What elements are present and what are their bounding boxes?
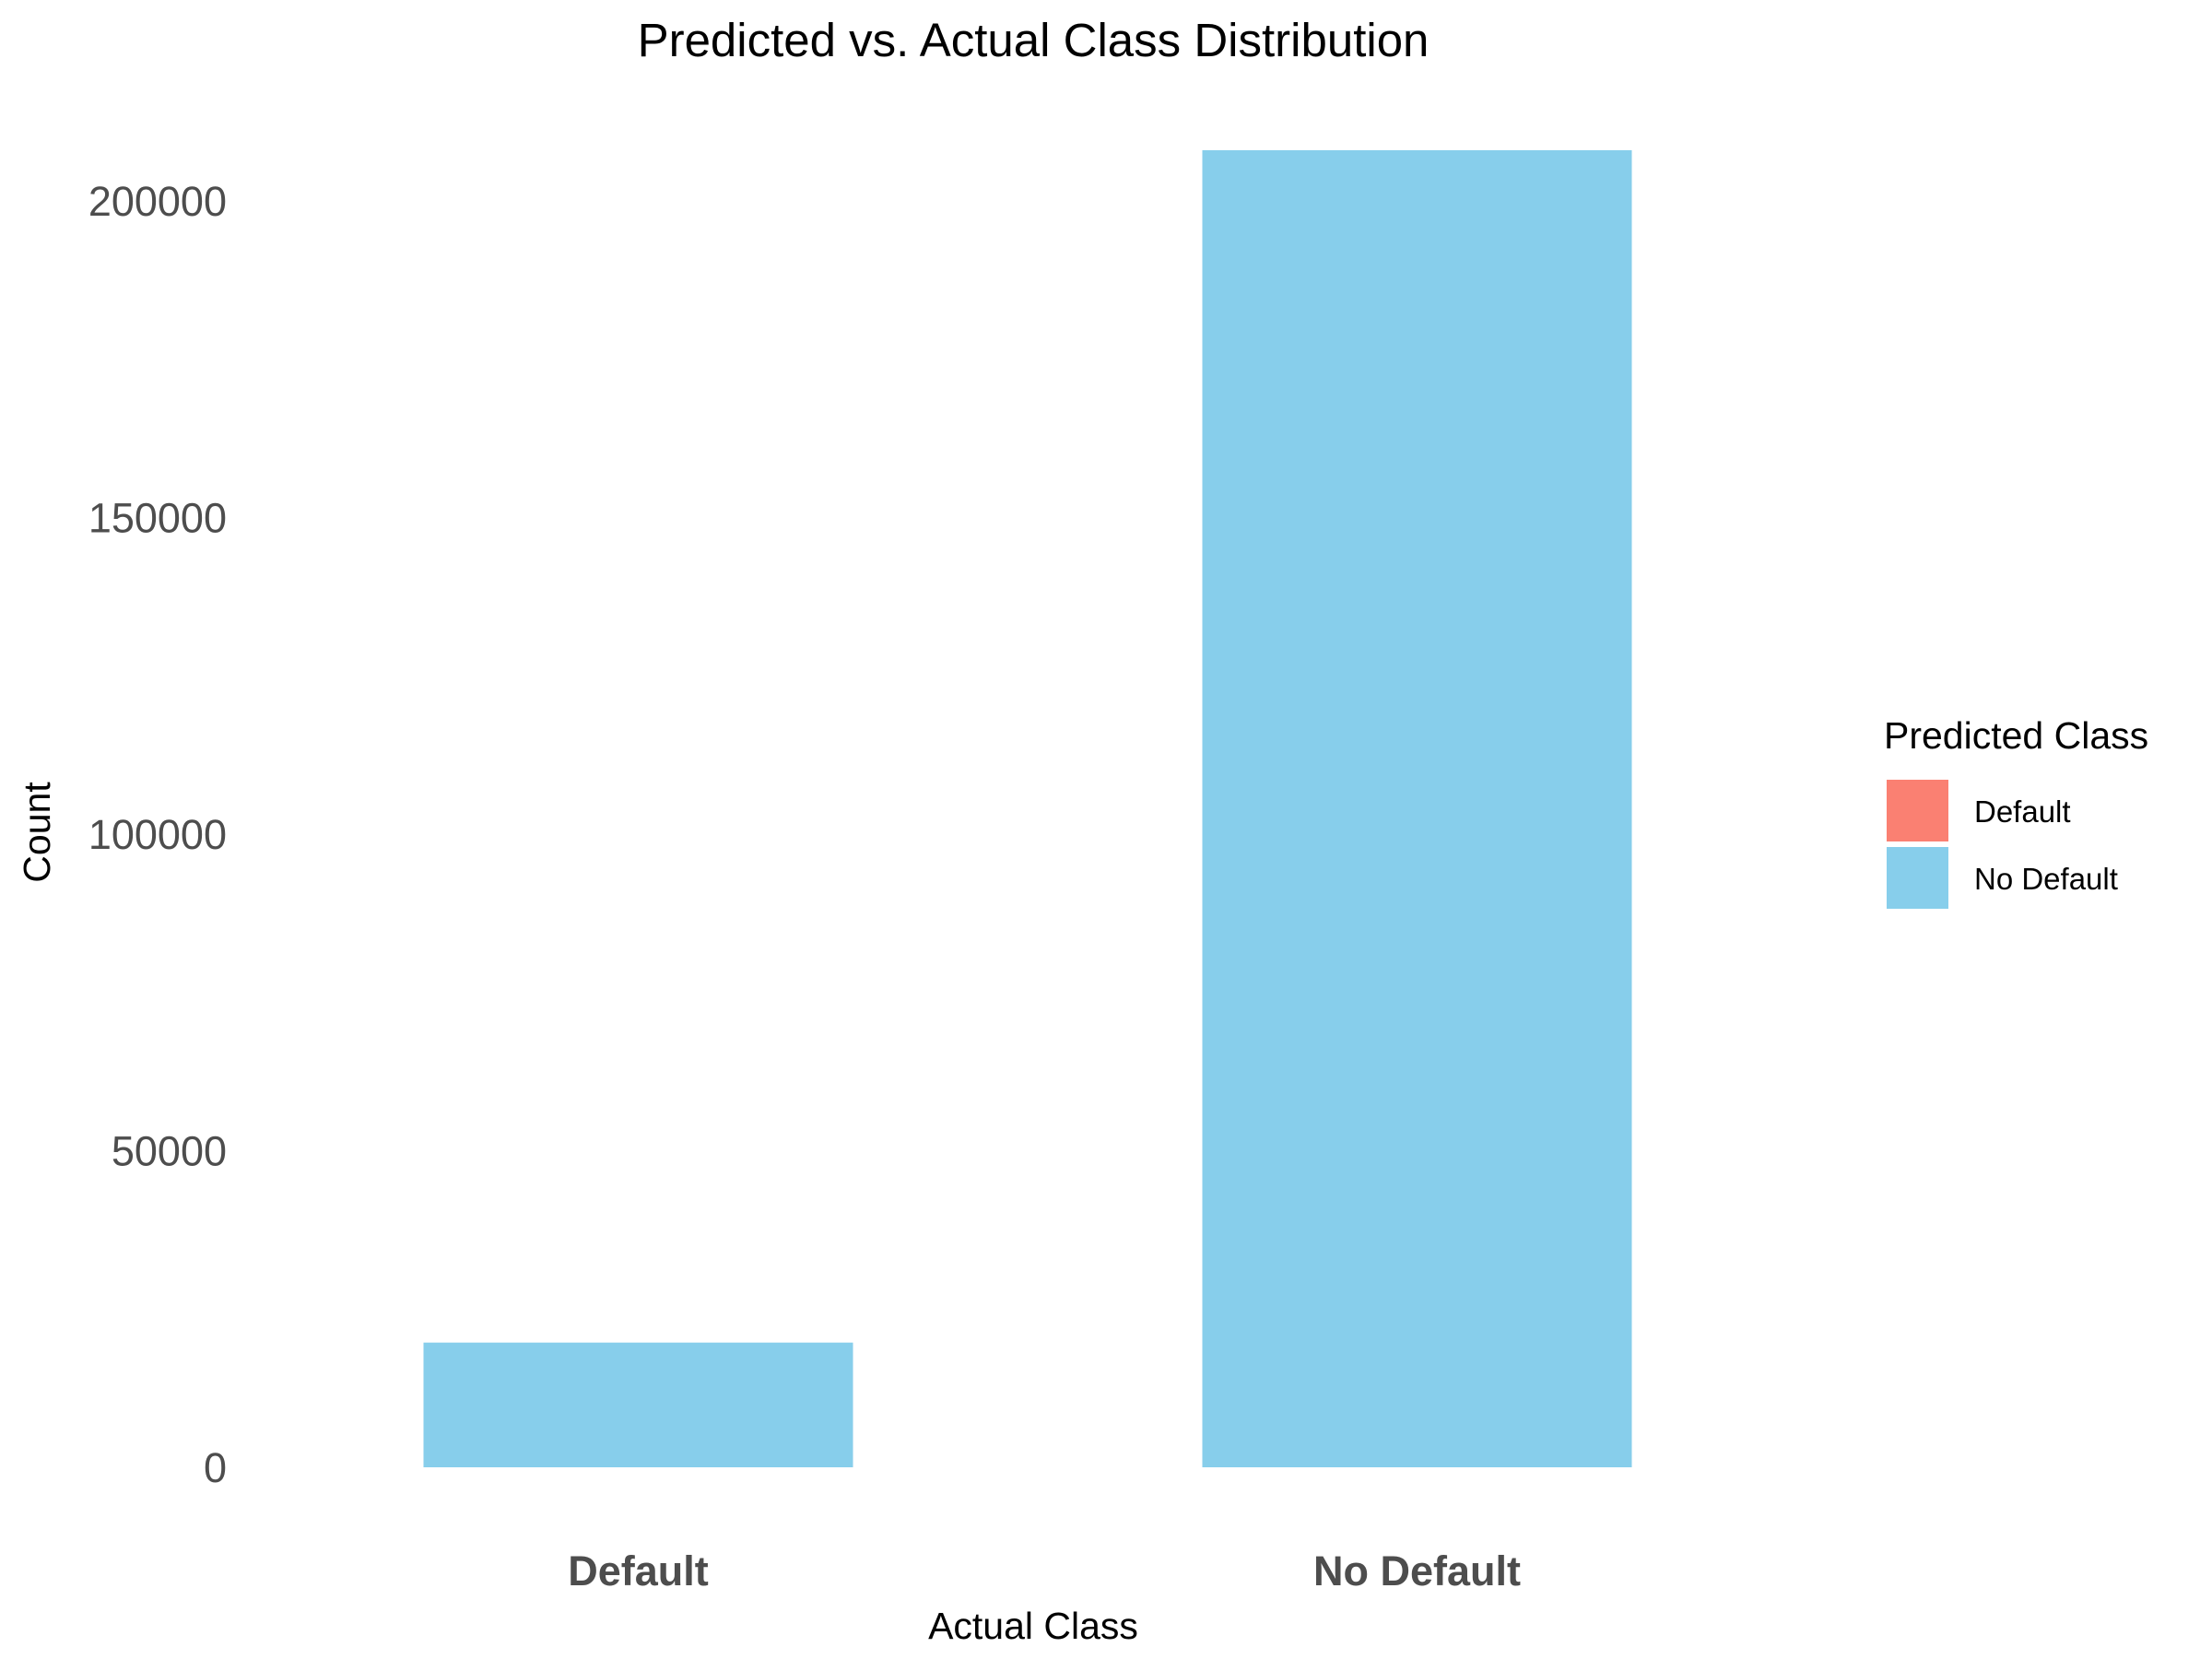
- y-tick-label: 100000: [88, 811, 227, 858]
- x-axis-ticks: Default No Default: [568, 1547, 1521, 1594]
- x-axis-title: Actual Class: [928, 1605, 1138, 1647]
- bars-layer: [423, 150, 1632, 1467]
- legend-title: Predicted Class: [1884, 714, 2148, 757]
- legend-swatch-no-default: [1887, 847, 1948, 909]
- legend-swatch-default: [1887, 780, 1948, 841]
- chart-title: Predicted vs. Actual Class Distribution: [638, 14, 1430, 66]
- bar-default-no-default: [423, 1342, 853, 1467]
- y-tick-label: 50000: [112, 1128, 227, 1175]
- legend-label: No Default: [1974, 862, 2118, 896]
- y-axis-ticks: 0 50000 100000 150000 200000: [88, 178, 227, 1491]
- y-axis-title: Count: [16, 782, 58, 883]
- x-tick-label: No Default: [1313, 1547, 1521, 1594]
- y-tick-label: 200000: [88, 178, 227, 225]
- x-tick-label: Default: [568, 1547, 709, 1594]
- legend: Predicted Class Default No Default: [1884, 714, 2148, 909]
- y-tick-label: 0: [204, 1444, 227, 1491]
- y-tick-label: 150000: [88, 495, 227, 542]
- bar-no-default-no-default: [1202, 150, 1632, 1467]
- legend-label: Default: [1974, 794, 2071, 829]
- legend-entries: Default No Default: [1887, 780, 2118, 909]
